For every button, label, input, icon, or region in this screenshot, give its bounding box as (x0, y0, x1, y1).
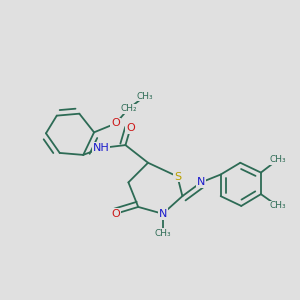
Text: N: N (197, 177, 205, 188)
Text: CH₃: CH₃ (269, 201, 286, 210)
Text: CH₃: CH₃ (154, 229, 171, 238)
Text: S: S (174, 172, 181, 182)
Text: CH₃: CH₃ (137, 92, 153, 100)
Text: CH₃: CH₃ (269, 155, 286, 164)
Text: O: O (111, 209, 120, 219)
Text: O: O (111, 118, 120, 128)
Text: NH: NH (93, 143, 109, 153)
Text: N: N (159, 209, 167, 219)
Text: CH₂: CH₂ (120, 104, 137, 113)
Text: O: O (126, 123, 135, 134)
